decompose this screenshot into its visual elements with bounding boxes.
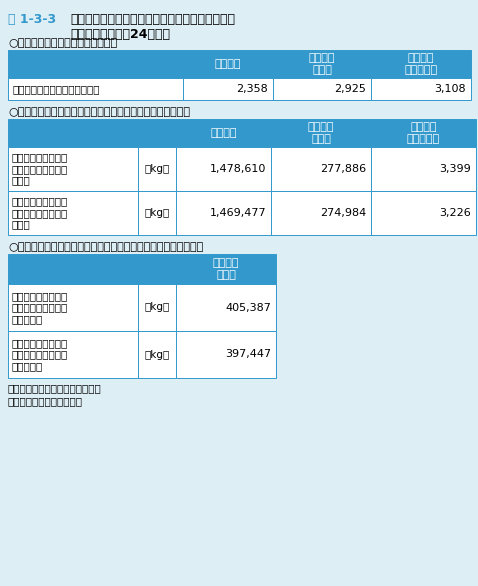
Bar	[8, 284, 138, 331]
Text: 405,387: 405,387	[225, 302, 271, 312]
Text: 2,925: 2,925	[334, 84, 366, 94]
Text: エアコン: エアコン	[210, 128, 237, 138]
Text: 冷蔵庫・
冷凍庫: 冷蔵庫・ 冷凍庫	[309, 53, 335, 75]
Text: 3,226: 3,226	[439, 208, 471, 218]
Text: 表 1-3-3: 表 1-3-3	[8, 13, 56, 26]
Bar	[138, 147, 176, 191]
Text: 1,469,477: 1,469,477	[209, 208, 266, 218]
Bar	[8, 191, 138, 235]
Bar	[271, 191, 371, 235]
Text: ○断熱材に含まれる液化回収したフロン類の回収重量、破壊重量: ○断熱材に含まれる液化回収したフロン類の回収重量、破壊重量	[8, 242, 203, 252]
Text: エアコン: エアコン	[215, 59, 241, 69]
Text: 3,108: 3,108	[435, 84, 466, 94]
Bar	[8, 147, 138, 191]
Bar	[138, 331, 176, 378]
Text: ［kg］: ［kg］	[144, 164, 170, 174]
Bar	[273, 50, 371, 78]
Text: ○廃家電４品目の再商品化実施状況: ○廃家電４品目の再商品化実施状況	[8, 38, 117, 48]
Bar	[138, 191, 176, 235]
Bar	[371, 191, 476, 235]
Text: 注：値は全て小数点以下を切捨て: 注：値は全て小数点以下を切捨て	[8, 383, 102, 393]
Bar	[8, 50, 183, 78]
Text: 断熱材に含まれる液
化回収したフロン類
の破壊重量: 断熱材に含まれる液 化回収したフロン類 の破壊重量	[12, 338, 68, 371]
Bar	[176, 191, 271, 235]
Bar	[8, 254, 176, 284]
Text: 断熱材に含まれる液
化回収したフロン類
の回収重量: 断熱材に含まれる液 化回収したフロン類 の回収重量	[12, 291, 68, 324]
Bar	[176, 147, 271, 191]
Text: ［kg］: ［kg］	[144, 208, 170, 218]
Bar	[8, 331, 138, 378]
Text: 3,399: 3,399	[439, 164, 471, 174]
Text: 277,886: 277,886	[320, 164, 366, 174]
Bar	[176, 119, 271, 147]
Bar	[371, 147, 476, 191]
Text: 冷媒として使用され
ていたフロン類の破
壊重量: 冷媒として使用され ていたフロン類の破 壊重量	[12, 196, 68, 230]
Bar	[176, 331, 276, 378]
Bar	[183, 78, 273, 100]
Text: 274,984: 274,984	[320, 208, 366, 218]
Text: 1,478,610: 1,478,610	[210, 164, 266, 174]
Bar	[271, 119, 371, 147]
Text: 冷蔵庫・
冷凍庫: 冷蔵庫・ 冷凍庫	[213, 258, 239, 280]
Bar	[176, 254, 276, 284]
Text: 家電リサイクル法対象製品からのフロン類の回収
量・破壊量（平成24年度）: 家電リサイクル法対象製品からのフロン類の回収 量・破壊量（平成24年度）	[70, 13, 235, 41]
Bar	[371, 78, 471, 100]
Bar	[8, 119, 176, 147]
Text: 2,358: 2,358	[236, 84, 268, 94]
Bar	[138, 284, 176, 331]
Text: 397,447: 397,447	[225, 349, 271, 359]
Text: ○冷媒として使用されていたフロン類の回収重量、破壊重量: ○冷媒として使用されていたフロン類の回収重量、破壊重量	[8, 107, 190, 117]
Bar	[273, 78, 371, 100]
Bar	[371, 50, 471, 78]
Text: 再商品化等処理台数　【千台】: 再商品化等処理台数 【千台】	[13, 84, 100, 94]
Text: 資料：環境省、経済産業省: 資料：環境省、経済産業省	[8, 396, 83, 406]
Text: ［kg］: ［kg］	[144, 302, 170, 312]
Text: 冷蔵庫・
冷凍庫: 冷蔵庫・ 冷凍庫	[308, 122, 334, 144]
Bar	[176, 284, 276, 331]
Text: ［kg］: ［kg］	[144, 349, 170, 359]
Text: 冷媒として使用され
ていたフロン類の回
収重量: 冷媒として使用され ていたフロン類の回 収重量	[12, 152, 68, 186]
Bar	[8, 78, 183, 100]
Bar	[371, 119, 476, 147]
Text: 洗濯機・
衣類乾燥機: 洗濯機・ 衣類乾燥機	[407, 122, 440, 144]
Text: 洗濯機・
衣類乾燥機: 洗濯機・ 衣類乾燥機	[404, 53, 437, 75]
Bar	[183, 50, 273, 78]
Bar	[271, 147, 371, 191]
